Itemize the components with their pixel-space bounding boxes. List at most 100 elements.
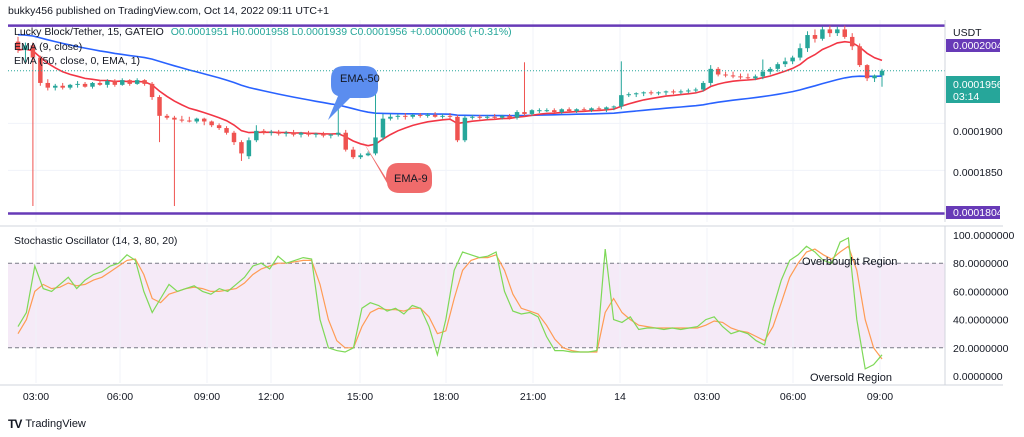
- candle: [209, 120, 214, 128]
- candles: [15, 25, 885, 207]
- last-price-tag: [946, 76, 1000, 103]
- brand-footer: TV TradingView: [8, 417, 86, 431]
- candle: [745, 73, 751, 81]
- ema-50-line: [17, 33, 883, 117]
- candle: [827, 25, 833, 37]
- candle: [134, 78, 140, 85]
- symbol-name: Lucky Block/Tether, 15, GATEIO: [14, 26, 164, 38]
- time-tick: 14: [614, 391, 626, 403]
- candle: [112, 79, 118, 87]
- ema9-legend: EMA (9, close): [14, 41, 83, 53]
- candle: [701, 81, 706, 92]
- candle: [715, 66, 721, 77]
- candle: [797, 43, 803, 61]
- brand-name: TradingView: [25, 418, 86, 430]
- time-tick: 12:00: [258, 391, 284, 403]
- candle: [440, 113, 445, 119]
- candle: [172, 115, 177, 207]
- stochastic-axis: 100.0000000 80.0000000 60.0000000 40.000000…: [953, 230, 1014, 383]
- price-axis: USDT 0.0002004 0.0001956 03:14 0.0001900…: [944, 20, 1003, 222]
- candle: [75, 81, 80, 88]
- candle: [269, 129, 274, 136]
- time-axis: 03:00 06:00 09:00 12:00 15:00 18:00 21:00 14 03:…: [23, 391, 893, 403]
- ohlc-values: O0.0001951 H0.0001958 L0.0001939 C0.0001…: [170, 26, 512, 38]
- candle: [142, 79, 147, 86]
- ema9-annotation: EMA-9: [362, 140, 432, 193]
- legend-symbol: Lucky Block/Tether, 15, GATEIO O0.000195…: [14, 26, 512, 38]
- candle: [216, 123, 222, 130]
- tradingview-logo-icon: TV: [8, 417, 22, 431]
- candle: [574, 108, 579, 114]
- stochastic-band: [8, 263, 945, 348]
- candle: [194, 117, 199, 124]
- stoch-tick: 100.0000000: [953, 230, 1014, 242]
- grid: [8, 20, 945, 222]
- currency-label: USDT: [953, 27, 982, 39]
- top-level-price: 0.0002004: [953, 40, 1003, 52]
- candle: [447, 113, 453, 119]
- candle: [38, 55, 43, 86]
- candle: [90, 82, 95, 89]
- candle: [872, 74, 877, 83]
- stochastic-title: Stochastic Oscillator (14, 3, 80, 20): [14, 235, 177, 247]
- candle: [261, 128, 267, 135]
- candle: [470, 114, 475, 120]
- candle: [857, 43, 862, 67]
- ema9-annotation-label: EMA-9: [394, 173, 428, 185]
- candle: [648, 90, 654, 96]
- candle: [879, 68, 885, 87]
- candle: [403, 113, 408, 120]
- stoch-tick: 40.0000000: [953, 315, 1009, 327]
- candle: [552, 108, 557, 114]
- candle: [849, 33, 855, 51]
- candle: [492, 113, 497, 120]
- candle: [105, 79, 110, 88]
- candle: [566, 107, 572, 114]
- candle: [455, 114, 460, 143]
- candle: [298, 131, 304, 138]
- candle: [604, 106, 609, 113]
- candle: [775, 62, 780, 72]
- candle: [619, 61, 624, 110]
- candle: [596, 106, 602, 112]
- time-tick: 18:00: [433, 391, 459, 403]
- candle: [306, 130, 311, 137]
- candle: [753, 74, 758, 81]
- candle: [60, 82, 65, 90]
- candle: [149, 82, 155, 100]
- candle: [529, 109, 535, 116]
- candle: [805, 31, 810, 52]
- candle: [425, 113, 430, 118]
- candle: [514, 110, 520, 120]
- candle: [641, 91, 646, 97]
- candle: [656, 91, 661, 96]
- candle: [343, 129, 348, 152]
- candle: [432, 112, 438, 118]
- time-tick: 15:00: [347, 391, 373, 403]
- candle: [693, 87, 699, 93]
- candle: [120, 78, 125, 86]
- candle: [276, 129, 281, 136]
- candle: [127, 79, 132, 86]
- candle: [663, 90, 669, 96]
- candle: [708, 65, 713, 86]
- candle: [313, 132, 319, 138]
- time-tick: 03:00: [23, 391, 49, 403]
- candle: [97, 80, 103, 86]
- candle: [395, 113, 401, 120]
- candle: [686, 88, 691, 94]
- candle: [254, 125, 259, 143]
- stoch-tick: 0.0000000: [953, 371, 1003, 383]
- time-tick: 06:00: [780, 391, 806, 403]
- candle: [410, 113, 415, 119]
- published-line: bukky456 published on TradingView.com, O…: [8, 5, 329, 17]
- candle: [82, 82, 88, 88]
- candle: [835, 26, 840, 36]
- stochastic-pane: Stochastic Oscillator (14, 3, 80, 20) Ov…: [8, 226, 1014, 385]
- ema-9-line: [17, 40, 883, 147]
- candle: [790, 55, 795, 65]
- time-tick: 03:00: [694, 391, 720, 403]
- candle: [283, 130, 289, 137]
- candle: [30, 42, 36, 207]
